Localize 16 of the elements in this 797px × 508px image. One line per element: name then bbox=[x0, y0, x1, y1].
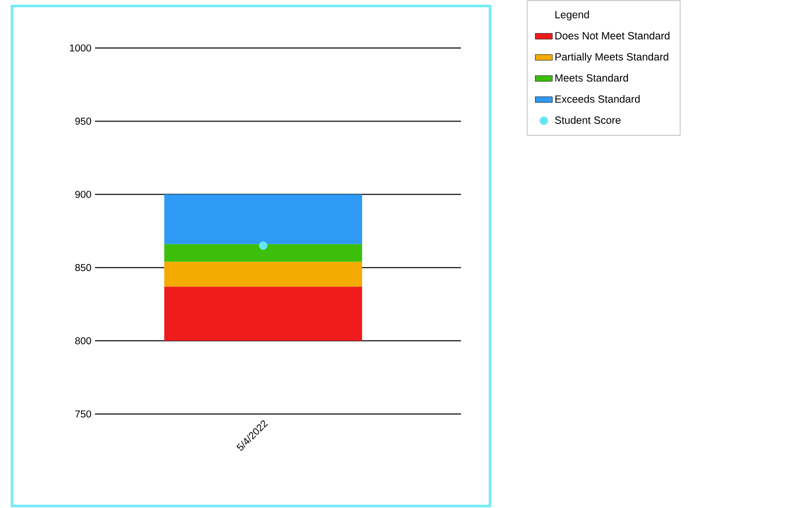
legend-label: Exceeds Standard bbox=[555, 95, 640, 103]
legend-title: Legend bbox=[555, 10, 589, 20]
y-tick-label: 950 bbox=[75, 118, 92, 125]
y-tick-label: 800 bbox=[75, 337, 92, 344]
bar bbox=[164, 244, 362, 262]
y-tick-label: 1000 bbox=[70, 44, 92, 52]
legend-label: Meets Standard bbox=[555, 74, 628, 82]
legend-label: Does Not Meet Standard bbox=[555, 32, 670, 40]
legend-label: Student Score bbox=[555, 116, 621, 124]
legend-label: Partially Meets Standard bbox=[555, 52, 668, 63]
y-tick-label: 750 bbox=[75, 410, 92, 418]
bar bbox=[164, 262, 362, 287]
bar bbox=[164, 194, 362, 244]
bar bbox=[164, 286, 362, 341]
y-tick-label: 900 bbox=[75, 190, 92, 198]
y-tick-label: 850 bbox=[75, 264, 92, 272]
